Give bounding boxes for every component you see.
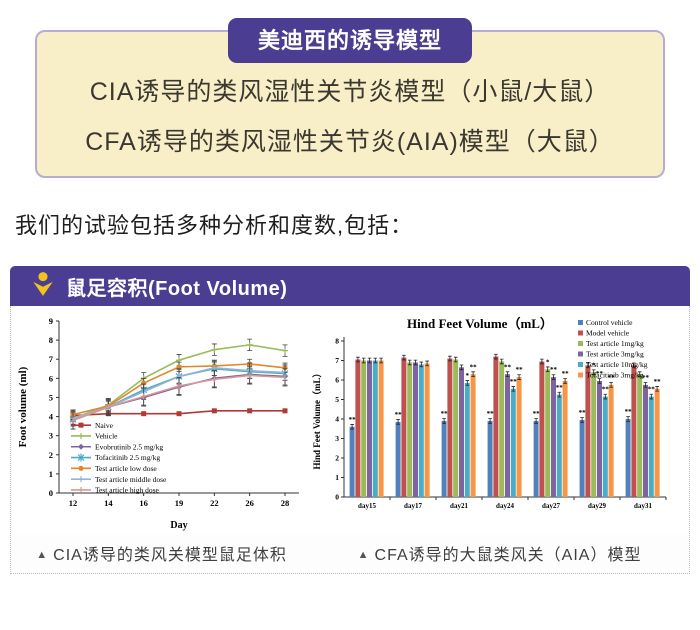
svg-text:3: 3 [49,431,53,441]
panel-body: 0 1 2 3 4 5 6 7 8 9 12 14 16 19 22 26 28 Day Foot volume (… [10,306,690,574]
model-line-cfa: CFA诱导的类风湿性关节炎(AIA)模型（大鼠） [85,128,615,156]
svg-text:Test article 3mg/kg: Test article 3mg/kg [586,350,644,359]
svg-text:9: 9 [49,316,53,326]
svg-text:4: 4 [335,415,339,424]
svg-text:2: 2 [335,454,339,463]
svg-text:**: ** [625,408,633,416]
svg-text:Hind Feet Volume（mL）: Hind Feet Volume（mL） [407,316,553,331]
svg-text:Foot volume (ml): Foot volume (ml) [17,366,29,447]
svg-text:8: 8 [49,335,53,345]
medicilon-bird-icon [30,271,56,302]
intro-text: 我们的试验包括多种分析和度数,包括： [15,213,414,238]
svg-text:*: * [546,358,550,366]
svg-text:Test article 10mg/kg: Test article 10mg/kg [586,360,648,369]
svg-text:0: 0 [49,488,53,498]
svg-text:7: 7 [335,356,339,365]
svg-text:Evobrutinib 2.5 mg/kg: Evobrutinib 2.5 mg/kg [95,442,163,451]
svg-text:**: ** [596,370,604,378]
svg-text:14: 14 [104,498,113,508]
panel-title: 鼠足容积(Foot Volume) [66,277,288,300]
svg-text:**: ** [608,374,616,382]
svg-text:*: * [466,372,470,380]
caption-left-text: CIA诱导的类风关模型鼠足体积 [53,547,287,564]
svg-text:day31: day31 [634,502,652,510]
caption-right-text: CFA诱导的大鼠类风关（AIA）模型 [374,547,642,564]
caption-right: ▲ CFA诱导的大鼠类风关（AIA）模型 [310,541,689,565]
svg-text:day21: day21 [450,502,468,510]
svg-text:**: ** [654,378,662,386]
charts-row: 0 1 2 3 4 5 6 7 8 9 12 14 16 19 22 26 28 Day Foot volume (… [13,311,689,535]
svg-text:1: 1 [335,473,339,482]
svg-text:**: ** [642,374,650,382]
svg-text:**: ** [562,370,570,378]
svg-text:Test article 1mg/kg: Test article 1mg/kg [586,339,644,348]
svg-text:5: 5 [335,395,339,404]
svg-text:4: 4 [49,412,54,422]
svg-text:day17: day17 [404,502,422,510]
svg-text:19: 19 [175,498,184,508]
induction-model-section: 美迪西的诱导模型 CIA诱导的类风湿性关节炎模型（小鼠/大鼠） CFA诱导的类风… [35,18,665,178]
svg-text:8: 8 [335,337,339,346]
svg-text:12: 12 [69,498,78,508]
svg-text:28: 28 [281,498,290,508]
svg-text:**: ** [648,386,656,394]
section-badge: 美迪西的诱导模型 [227,18,473,63]
svg-text:6: 6 [49,373,53,383]
svg-text:Test article low dose: Test article low dose [95,464,157,473]
svg-text:**: ** [510,378,518,386]
svg-text:Test article high dose: Test article high dose [95,486,160,495]
svg-text:Hind Feet Volume（mL）: Hind Feet Volume（mL） [312,368,322,469]
triangle-marker-icon: ▲ [36,549,48,561]
panel-header: 鼠足容积(Foot Volume) [10,266,690,306]
svg-text:7: 7 [49,354,54,364]
svg-text:Day: Day [170,520,187,531]
svg-text:**: ** [579,409,587,417]
svg-text:Model vehicle: Model vehicle [586,329,630,338]
svg-text:2: 2 [49,450,53,460]
svg-text:**: ** [470,363,478,371]
svg-text:16: 16 [139,498,148,508]
hind-feet-bar-chart: 0 1 2 3 4 5 6 7 8 day15 day17 day21 day24 day27 day29 d… [310,311,689,535]
svg-text:Test article middle dose: Test article middle dose [95,475,167,484]
svg-text:**: ** [533,410,541,418]
svg-text:1: 1 [49,469,53,479]
svg-text:Naive: Naive [95,421,114,430]
svg-text:**: ** [441,410,449,418]
svg-text:Tofacitinib 3mg/kg: Tofacitinib 3mg/kg [586,371,644,380]
svg-text:Control vehicle: Control vehicle [586,318,633,327]
svg-text:0: 0 [335,493,339,502]
svg-text:day24: day24 [496,502,514,510]
model-line-cia: CIA诱导的类风湿性关节炎模型（小鼠/大鼠） [89,78,611,106]
svg-text:**: ** [556,384,564,392]
svg-text:22: 22 [210,498,219,508]
svg-text:**: ** [504,363,512,371]
svg-text:day29: day29 [588,502,606,510]
svg-text:day27: day27 [542,502,560,510]
svg-text:5: 5 [49,392,53,402]
svg-text:**: ** [487,410,495,418]
svg-text:**: ** [349,416,357,424]
svg-text:6: 6 [335,376,339,385]
svg-text:**: ** [602,386,610,394]
captions-row: ▲ CIA诱导的类风关模型鼠足体积 ▲ CFA诱导的大鼠类风关（AIA）模型 [13,541,689,565]
svg-text:**: ** [516,366,524,374]
svg-text:Vehicle: Vehicle [95,432,118,441]
svg-text:day15: day15 [358,502,376,510]
svg-text:3: 3 [335,434,339,443]
svg-text:26: 26 [245,498,254,508]
triangle-marker-icon: ▲ [357,549,369,561]
foot-volume-panel: 鼠足容积(Foot Volume) 0 1 2 3 4 5 6 7 8 9 12 14 16 19 22 26… [10,266,690,574]
svg-text:*: * [592,361,596,369]
caption-left: ▲ CIA诱导的类风关模型鼠足体积 [13,541,310,565]
svg-text:**: ** [395,411,403,419]
svg-text:**: ** [550,366,558,374]
svg-text:Tofacitinib 2.5 mg/kg: Tofacitinib 2.5 mg/kg [95,453,160,462]
